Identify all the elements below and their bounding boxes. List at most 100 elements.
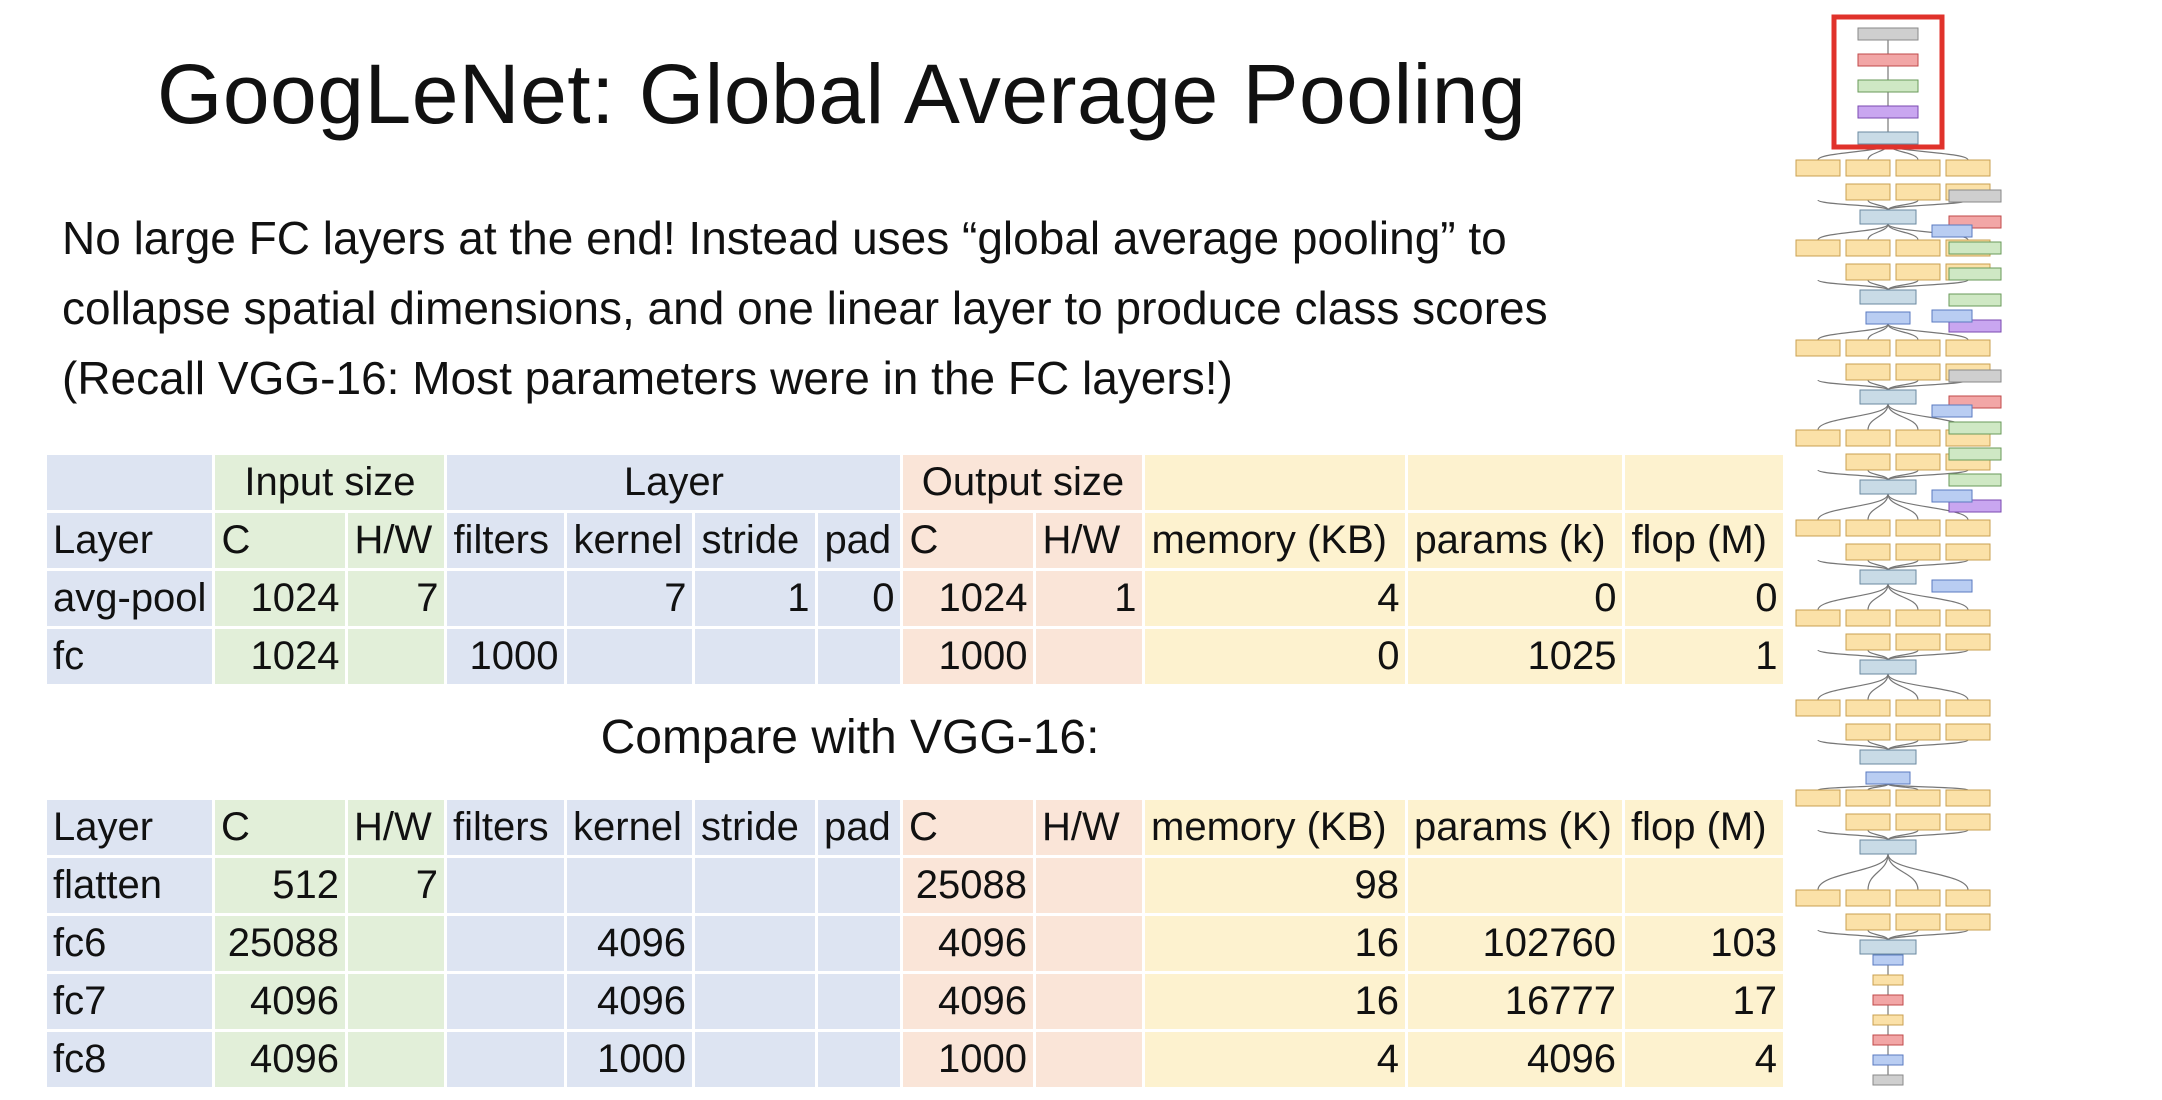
table-cell (695, 916, 818, 974)
table-cell: 17 (1625, 974, 1786, 1032)
table-cell: 4096 (567, 974, 695, 1032)
diagram-edge (1887, 853, 1919, 891)
header-cell: C (903, 800, 1036, 858)
header-cell: filters (447, 513, 568, 571)
diagram-edge (1887, 493, 1969, 521)
table-group-row: Input size Layer Output size (47, 455, 1787, 513)
header-cell: H/W (348, 513, 448, 571)
table-cell (567, 629, 696, 687)
inception-branch (1795, 699, 1841, 717)
table-cell: 102760 (1408, 916, 1625, 974)
diagram-edge (1817, 469, 1889, 481)
diagram-edge (1817, 323, 1889, 341)
inception-branch (1845, 363, 1891, 381)
tail-block (1872, 974, 1904, 986)
diagram-edge (1887, 493, 1919, 521)
inception-branch (1795, 159, 1841, 177)
diagram-edge (1817, 403, 1889, 431)
aux-head-block (1948, 319, 2002, 333)
table-cell: 103 (1625, 916, 1786, 974)
inception-branch (1895, 543, 1941, 561)
inception-branch (1845, 429, 1891, 447)
table-cell: 0 (1625, 571, 1787, 629)
table-cell (447, 974, 567, 1032)
table-cell: 1 (695, 571, 819, 629)
header-cell: H/W (348, 800, 447, 858)
table-cell: 4 (1625, 1032, 1786, 1090)
inception-branch (1945, 159, 1991, 177)
pool-block (1931, 579, 1973, 593)
diagram-edge (1867, 673, 1889, 701)
table-cell: 1025 (1408, 629, 1626, 687)
inception-branch (1945, 789, 1991, 807)
aux-head-block (1948, 473, 2002, 487)
slide-title: GoogLeNet: Global Average Pooling (157, 47, 1527, 141)
pool-block (1931, 404, 1973, 418)
aux-head-block (1948, 241, 2002, 255)
concat-block (1859, 659, 1917, 675)
diagram-edge (1867, 559, 1889, 571)
row-label: fc7 (47, 974, 215, 1032)
header-cell: memory (KB) (1145, 513, 1409, 571)
inception-branch (1845, 813, 1891, 831)
table-cell (818, 858, 903, 916)
diagram-edge (1817, 853, 1889, 891)
concat-block (1859, 209, 1917, 225)
table-cell (1408, 858, 1625, 916)
table-cell: 1000 (903, 1032, 1036, 1090)
diagram-edge (1887, 583, 1969, 611)
concat-block (1859, 749, 1917, 765)
diagram-edge (1867, 199, 1889, 211)
row-label: fc6 (47, 916, 215, 974)
inception-branch (1845, 543, 1891, 561)
inception-branch (1795, 789, 1841, 807)
inception-branch (1845, 633, 1891, 651)
stem-block (1857, 27, 1919, 41)
diagram-edge (1887, 673, 1919, 701)
inception-branch (1945, 519, 1991, 537)
inception-branch (1845, 339, 1891, 357)
header-cell: kernel (567, 513, 696, 571)
table-cell: 1000 (567, 1032, 695, 1090)
table-cell (447, 571, 568, 629)
diagram-edge (1867, 853, 1889, 891)
pool-block (1931, 224, 1973, 238)
header-cell: params (k) (1408, 513, 1626, 571)
diagram-edge (1887, 829, 1969, 841)
inception-branch (1945, 699, 1991, 717)
body-text: No large FC layers at the end! Instead u… (62, 203, 1762, 413)
pool-block (1931, 489, 1973, 503)
inception-branch (1895, 339, 1941, 357)
diagram-edge (1867, 323, 1889, 341)
table-cell: 4 (1145, 571, 1409, 629)
diagram-edge (1887, 673, 1969, 701)
group-layer: Layer (447, 455, 904, 513)
tail-block (1872, 1074, 1904, 1086)
diagram-edge (1867, 279, 1889, 291)
table-row: fc 1024 1000 1000 0 1025 1 (47, 629, 1787, 687)
diagram-edge (1817, 493, 1889, 521)
row-label: fc (47, 629, 216, 687)
diagram-edge (1817, 673, 1889, 701)
header-cell: pad (818, 513, 904, 571)
header-cell: stride (695, 513, 819, 571)
aux-head-block (1948, 189, 2002, 203)
diagram-edge (1817, 279, 1889, 291)
inception-branch (1895, 363, 1941, 381)
diagram-blocks (1795, 27, 2002, 1086)
inception-branch (1845, 789, 1891, 807)
table-cell (818, 629, 904, 687)
tail-block (1872, 954, 1904, 966)
table-cell: 4096 (215, 1032, 348, 1090)
inception-branch (1945, 889, 1991, 907)
stem-block (1857, 53, 1919, 67)
pool-block (1865, 771, 1911, 785)
inception-branch (1845, 453, 1891, 471)
diagram-edge (1867, 783, 1889, 791)
table-cell: 0 (1145, 629, 1409, 687)
table-cell: 16 (1145, 916, 1408, 974)
inception-branch (1945, 913, 1991, 931)
table-cell (695, 629, 819, 687)
row-label: flatten (47, 858, 215, 916)
header-cell: Layer (47, 513, 216, 571)
